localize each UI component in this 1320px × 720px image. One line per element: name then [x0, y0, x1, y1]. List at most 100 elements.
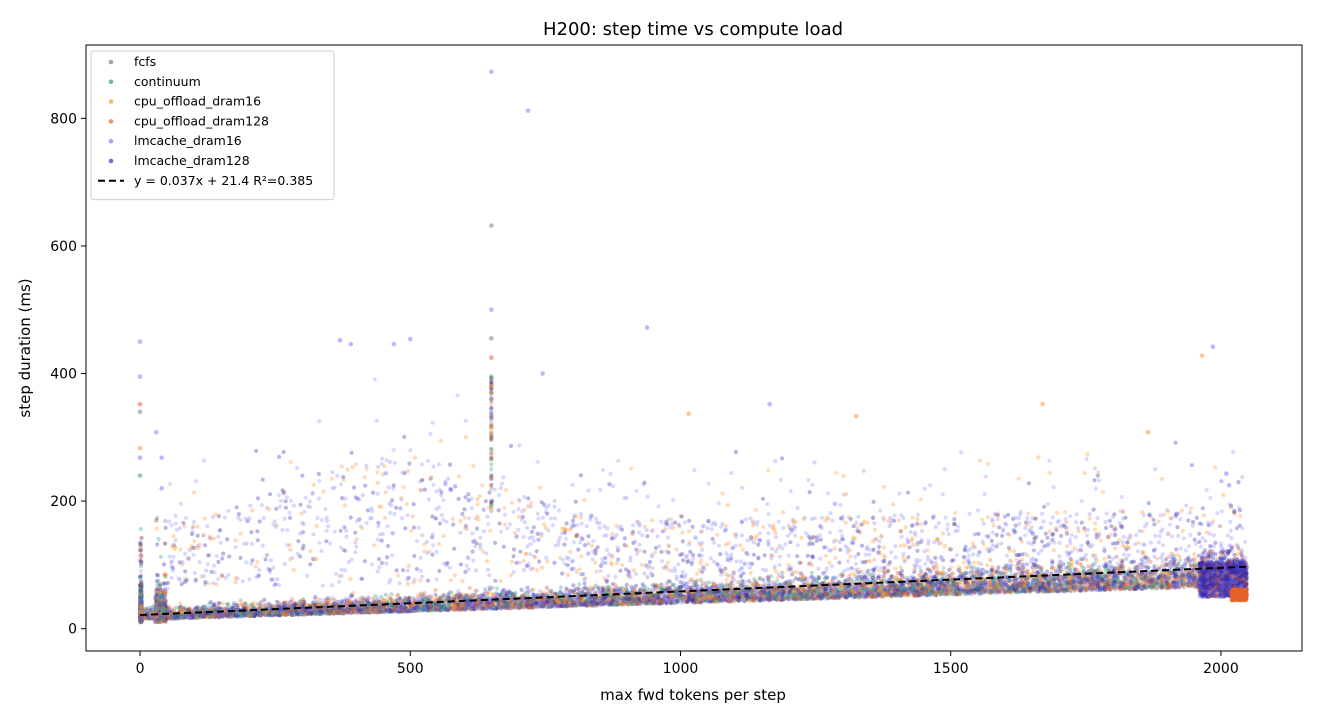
data-point [420, 604, 425, 610]
data-point [257, 609, 262, 614]
data-point [548, 598, 553, 603]
data-point [1068, 579, 1074, 584]
data-point [587, 601, 593, 606]
data-point [906, 588, 912, 593]
data-point [1159, 584, 1164, 590]
data-point [1197, 562, 1202, 568]
data-point [1175, 580, 1180, 585]
data-point [872, 589, 877, 595]
data-point [922, 572, 927, 578]
data-point [293, 608, 298, 613]
data-point [827, 595, 832, 600]
data-point [338, 607, 343, 612]
data-point [757, 576, 762, 582]
data-point [873, 586, 879, 592]
data-point [423, 604, 428, 609]
data-point [1046, 579, 1051, 584]
data-point [745, 594, 750, 599]
data-point [262, 597, 267, 603]
data-point [441, 603, 446, 609]
data-point [843, 588, 848, 593]
data-point [283, 600, 288, 605]
data-point [318, 607, 323, 612]
data-point [243, 612, 248, 617]
data-point [468, 605, 473, 610]
data-point [1086, 585, 1091, 590]
data-point [576, 592, 581, 597]
data-point [1028, 586, 1033, 591]
data-point [252, 605, 257, 610]
data-point [1212, 565, 1217, 571]
data-point [975, 582, 981, 587]
data-point [484, 604, 489, 609]
data-point [482, 602, 487, 608]
data-point [590, 599, 596, 604]
data-point [507, 602, 512, 607]
data-point [1091, 553, 1096, 558]
data-point [494, 586, 500, 591]
data-point [221, 613, 226, 618]
data-point [982, 577, 987, 583]
data-point [1071, 575, 1076, 580]
data-point [590, 596, 595, 601]
data-point [774, 579, 779, 584]
data-point [605, 587, 611, 593]
data-point [314, 611, 319, 616]
data-point [311, 608, 316, 613]
data-point [879, 593, 884, 598]
data-point [369, 607, 374, 612]
data-point [349, 610, 354, 615]
data-point [687, 591, 692, 596]
data-point [1178, 577, 1183, 583]
data-point [411, 596, 416, 601]
data-point [971, 580, 976, 585]
data-point [720, 583, 726, 588]
data-point [290, 604, 295, 609]
data-point [1218, 578, 1224, 583]
data-point [202, 614, 207, 619]
data-point [617, 601, 623, 607]
data-point [562, 598, 567, 603]
data-point [833, 595, 838, 600]
data-point [667, 585, 672, 590]
data-point [447, 590, 452, 595]
data-point [1151, 582, 1156, 588]
data-point [1062, 589, 1067, 594]
data-point [888, 593, 893, 598]
data-point [429, 605, 434, 610]
data-point [465, 592, 470, 598]
data-point [262, 610, 267, 615]
data-point [195, 606, 200, 611]
data-point [550, 591, 555, 597]
data-point [273, 604, 278, 609]
data-point [195, 605, 200, 610]
data-point [1058, 582, 1063, 587]
data-point [261, 610, 267, 615]
data-point [692, 591, 697, 596]
data-point [269, 611, 274, 616]
data-point [563, 602, 568, 607]
data-point [182, 613, 187, 618]
data-point [362, 606, 367, 612]
data-point [808, 596, 814, 601]
data-point [1105, 584, 1110, 589]
data-point [1183, 581, 1188, 587]
data-point [925, 583, 930, 588]
data-point [302, 610, 308, 615]
data-point [1146, 579, 1151, 584]
data-point [788, 587, 793, 592]
data-point [960, 589, 965, 594]
data-point [811, 590, 816, 596]
data-point [1095, 583, 1100, 588]
data-point [685, 599, 690, 604]
data-point [1133, 576, 1138, 581]
data-point [1147, 577, 1152, 582]
data-point [1135, 583, 1140, 589]
data-point [567, 603, 572, 608]
data-point [864, 586, 869, 591]
data-point [1052, 566, 1057, 571]
data-point [978, 589, 983, 594]
data-point [962, 572, 967, 577]
data-point [869, 594, 874, 599]
data-point [651, 599, 657, 604]
